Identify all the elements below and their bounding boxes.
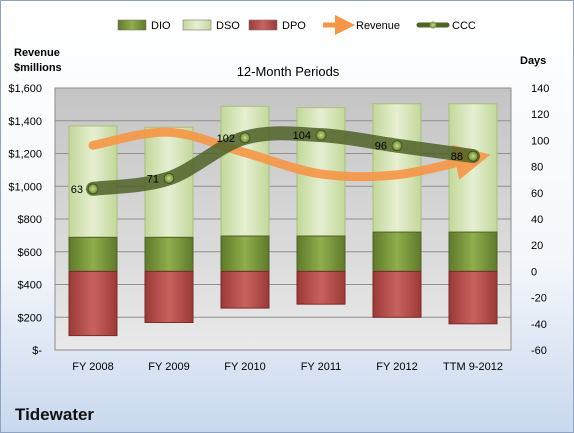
legend-swatch-dso	[182, 19, 212, 31]
ccc-data-label: 71	[147, 173, 159, 185]
ccc-point	[239, 132, 251, 144]
right-axis-title: Days	[520, 55, 546, 67]
left-tick-label: $200	[18, 312, 42, 324]
left-axis-title: Revenue	[14, 47, 60, 59]
bar-dio	[220, 235, 270, 272]
ccc-point	[315, 129, 327, 141]
bar-dio	[68, 236, 118, 272]
legend-ccc-marker	[429, 21, 437, 29]
x-tick-label: FY 2009	[148, 361, 189, 373]
bar-dio	[296, 235, 346, 272]
right-tick-label: 20	[531, 240, 543, 252]
right-tick-label: 100	[531, 135, 549, 147]
ccc-data-label: 88	[451, 151, 463, 163]
right-tick-label: -60	[531, 345, 547, 357]
ccc-data-label: 102	[217, 133, 235, 145]
ccc-point	[163, 172, 175, 184]
ccc-data-label: 104	[293, 130, 311, 142]
company-name: Tidewater	[15, 405, 95, 424]
legend-swatch-dio	[117, 19, 147, 31]
x-tick-label: FY 2012	[376, 361, 417, 373]
bar-dso	[448, 103, 498, 233]
x-tick-label: TTM 9-2012	[443, 361, 503, 373]
ccc-data-label: 96	[375, 141, 387, 153]
ccc-point	[87, 183, 99, 195]
bar-dio	[144, 236, 194, 272]
bar-dpo	[68, 270, 118, 337]
left-axis-subtitle: $millions	[14, 62, 62, 74]
right-tick-label: 0	[531, 266, 537, 278]
bar-dio	[448, 231, 498, 272]
left-tick-label: $400	[18, 280, 42, 292]
right-tick-label: 120	[531, 109, 549, 121]
bar-dpo	[448, 270, 498, 325]
right-tick-label: 40	[531, 214, 543, 226]
legend-label-ccc: CCC	[452, 20, 476, 32]
revenue-arrow	[88, 127, 491, 182]
x-tick-label: FY 2011	[301, 361, 342, 373]
legend-label-revenue: Revenue	[356, 20, 400, 32]
legend-label-dso: DSO	[216, 20, 240, 32]
right-tick-label: -40	[531, 319, 547, 331]
left-tick-label: $1,400	[8, 116, 42, 128]
right-tick-label: -20	[531, 293, 547, 305]
left-tick-label: $-	[32, 345, 42, 357]
ccc-point	[391, 140, 403, 152]
right-tick-label: 60	[531, 188, 543, 200]
left-tick-label: $1,000	[8, 181, 42, 193]
x-tick-label: FY 2008	[72, 361, 113, 373]
ccc-line	[86, 126, 480, 196]
bar-dio	[372, 231, 422, 272]
left-tick-label: $1,600	[8, 83, 42, 95]
bar-dpo	[296, 270, 346, 305]
ccc-point	[467, 150, 479, 162]
legend-swatch-dpo	[248, 19, 278, 31]
bar-dpo	[220, 270, 270, 309]
bar-dso	[220, 105, 270, 237]
chart-title: 12-Month Periods	[237, 64, 340, 79]
bar-dpo	[372, 270, 422, 318]
x-tick-label: FY 2010	[224, 361, 265, 373]
ccc-data-label: 63	[71, 184, 83, 196]
bar-dpo	[144, 270, 194, 323]
right-tick-label: 140	[531, 83, 549, 95]
right-tick-label: 80	[531, 162, 543, 174]
legend-label-dpo: DPO	[282, 20, 306, 32]
left-tick-label: $800	[18, 214, 42, 226]
legend-label-dio: DIO	[151, 20, 171, 32]
left-tick-label: $600	[18, 247, 42, 259]
left-tick-label: $1,200	[8, 149, 42, 161]
